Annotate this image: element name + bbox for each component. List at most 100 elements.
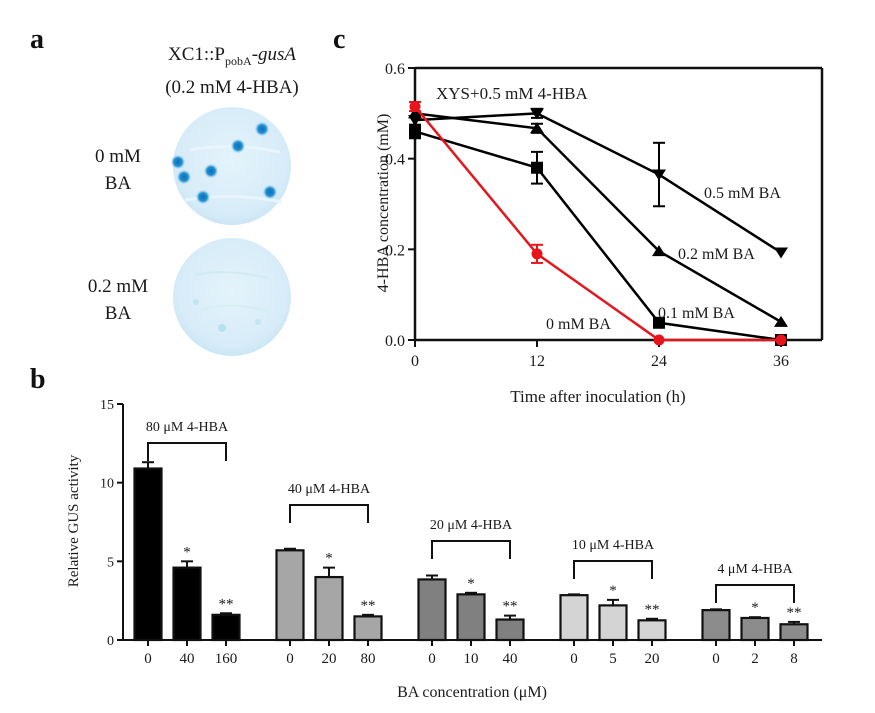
- panel-a-title-dash: -: [252, 44, 258, 65]
- blue-colony: [263, 185, 277, 199]
- bar: [314, 575, 344, 642]
- panel-b-bar-chart: b Relative GUS activity BA concentration…: [30, 364, 822, 701]
- series-line: [414, 130, 782, 342]
- group-bracket: [573, 560, 653, 579]
- plate-sheen: [184, 194, 283, 204]
- y-tick-label: 15: [100, 398, 114, 413]
- significance-marker: *: [467, 576, 475, 592]
- series-line: [414, 112, 782, 323]
- marker-triangle-down: [408, 115, 422, 127]
- panel-a: a XC1::PpobA-gusA (0.2 mM 4-HBA) 0 mM BA…: [30, 24, 299, 356]
- group-bracket: [289, 504, 369, 523]
- bar: [275, 549, 305, 642]
- x-tick-label: 160: [215, 651, 238, 667]
- significance-marker: **: [361, 598, 376, 614]
- x-tick-label: 2: [751, 651, 759, 667]
- x-tick-label: 0: [570, 651, 578, 667]
- bar-group: 0 40 * 160 ** 80 μM 4-HBA: [133, 420, 241, 667]
- panel-a-label: a: [30, 24, 44, 55]
- significance-marker: *: [183, 544, 191, 560]
- panel-c-label: c: [333, 24, 345, 55]
- group-label: 10 μM 4-HBA: [572, 538, 655, 553]
- marker-circle: [653, 334, 665, 346]
- y-tick-label: 5: [107, 555, 114, 570]
- plate-0mM-BA: [171, 107, 291, 225]
- x-tick-label: 12: [529, 353, 545, 370]
- series-0.5-mM-BA: [408, 107, 788, 259]
- plate-texture: [199, 304, 271, 313]
- bar: [133, 467, 163, 642]
- bar-group: 0 2 * 8 ** 4 μM 4-HBA: [701, 562, 809, 667]
- group-bracket: [147, 442, 227, 461]
- significance-marker: **: [503, 599, 518, 615]
- bar: [495, 618, 525, 642]
- significance-marker: *: [609, 583, 617, 599]
- bar-group: 0 10 * 40 ** 20 μM 4-HBA: [417, 518, 525, 667]
- panel-c-line-chart: c 4-HBA concentration (mM) Time after in…: [333, 24, 824, 406]
- significance-marker: **: [219, 596, 234, 612]
- y-tick-label: 0.0: [385, 333, 405, 350]
- panel-c-annotation: XYS+0.5 mM 4-HBA: [436, 84, 588, 103]
- marker-circle: [531, 248, 543, 260]
- petri-dish: [173, 107, 291, 225]
- significance-marker: **: [645, 602, 660, 618]
- marker-square: [409, 125, 421, 138]
- marker-circle: [775, 334, 787, 346]
- panel-c-xlabel: Time after inoculation (h): [510, 387, 685, 406]
- group-label: 40 μM 4-HBA: [288, 482, 371, 497]
- x-tick-label: 80: [361, 651, 376, 667]
- series-label: 0.1 mM BA: [658, 305, 735, 322]
- marker-triangle-up: [774, 315, 788, 327]
- x-tick-label: 0: [144, 651, 152, 667]
- significance-marker: *: [751, 600, 759, 616]
- bar: [559, 594, 589, 642]
- group-label: 80 μM 4-HBA: [146, 420, 229, 435]
- blue-colony: [204, 164, 218, 178]
- y-tick-label: 0.6: [385, 61, 405, 78]
- plate-2-label-line2: BA: [105, 303, 132, 324]
- bar: [417, 578, 447, 642]
- series-label: 0.2 mM BA: [678, 246, 755, 263]
- bar: [456, 593, 486, 642]
- bar: [779, 623, 809, 642]
- bar: [637, 619, 667, 642]
- group-bracket: [431, 540, 511, 559]
- series-label: 0 mM BA: [546, 316, 611, 333]
- panel-a-title-subscript: pobA: [225, 54, 252, 68]
- series-line: [414, 105, 781, 342]
- panel-c-series-labels: 0 mM BA 0.1 mM BA 0.2 mM BA 0.5 mM BA: [546, 185, 781, 333]
- panel-b-ylabel: Relative GUS activity: [66, 454, 82, 587]
- group-bracket: [715, 584, 795, 603]
- x-tick-label: 8: [790, 651, 798, 667]
- series-line: [414, 112, 782, 254]
- x-tick-label: 20: [322, 651, 337, 667]
- bar-group: 0 20 * 80 ** 40 μM 4-HBA: [275, 482, 383, 667]
- significance-marker: *: [325, 551, 333, 567]
- panel-c-series: [408, 101, 788, 346]
- blue-colony: [255, 122, 269, 136]
- x-tick-label: 0: [286, 651, 294, 667]
- plate-texture: [194, 271, 269, 279]
- colonies: [171, 122, 277, 204]
- marker-triangle-down: [652, 169, 666, 181]
- y-tick-label: 10: [100, 477, 114, 492]
- bar: [211, 613, 241, 642]
- panel-b-label: b: [30, 364, 46, 395]
- plate-0.2mM-BA: [173, 238, 291, 356]
- x-tick-label: 24: [651, 353, 667, 370]
- x-tick-label: 0: [428, 651, 436, 667]
- x-tick-label: 10: [464, 651, 479, 667]
- y-tick-label: 0: [107, 634, 114, 649]
- bar-group: 0 5 * 20 ** 10 μM 4-HBA: [559, 538, 667, 667]
- bar: [701, 609, 731, 642]
- marker-triangle-up: [652, 245, 666, 257]
- series-label: 0.5 mM BA: [704, 185, 781, 202]
- faint-colony: [218, 324, 226, 332]
- panel-a-title-prefix: XC1::P: [168, 44, 225, 65]
- marker-square: [653, 316, 665, 329]
- panel-b-xlabel: BA concentration (μM): [397, 684, 547, 701]
- x-tick-label: 40: [180, 651, 195, 667]
- bar: [172, 566, 202, 642]
- x-tick-label: 0: [411, 353, 419, 370]
